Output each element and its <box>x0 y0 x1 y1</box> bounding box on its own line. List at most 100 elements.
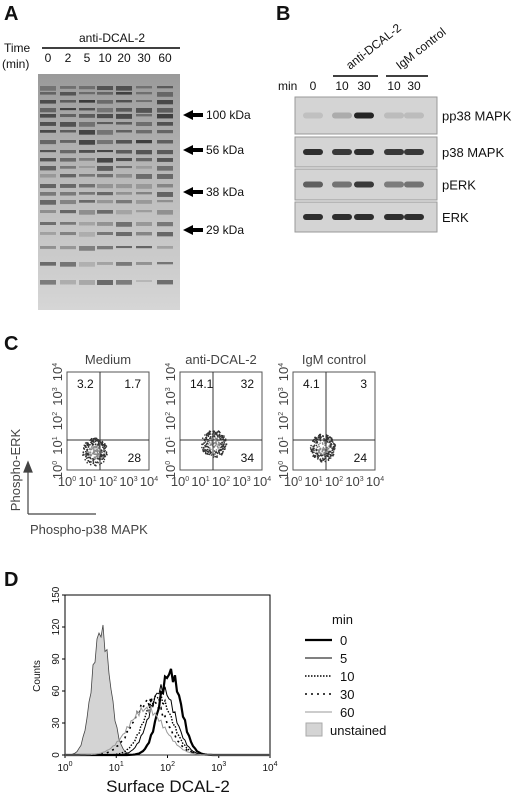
event-dot <box>100 462 103 465</box>
tick-exponent: 1 <box>319 476 323 483</box>
event-dot <box>315 444 318 447</box>
event-dot <box>201 443 204 446</box>
event-dot <box>101 458 104 461</box>
tick-label: 102 <box>325 474 343 489</box>
tick-label: 100 <box>50 461 65 479</box>
band <box>136 222 152 226</box>
plot-frame <box>179 371 263 471</box>
event-dot <box>328 445 330 447</box>
tick-exponent: 1 <box>93 476 97 483</box>
lane-label: 0 <box>310 79 317 93</box>
tick-base: 10 <box>276 465 291 479</box>
tick-label: 103 <box>211 761 226 774</box>
event-dot <box>95 464 97 467</box>
tick-exponent: 4 <box>154 476 158 483</box>
event-dot <box>312 440 314 442</box>
tick-label: 101 <box>109 761 124 774</box>
legend-label: 30 <box>340 687 354 702</box>
event-dot <box>312 445 314 448</box>
event-dot <box>323 447 325 450</box>
treatment-label: anti-DCAL-2 <box>79 31 145 45</box>
event-dot <box>220 454 223 456</box>
event-dot <box>103 450 106 453</box>
band <box>157 262 173 265</box>
event-dot <box>221 436 224 439</box>
event-dot <box>202 450 205 453</box>
band <box>354 181 374 188</box>
event-dot <box>216 445 219 448</box>
band <box>116 200 132 204</box>
event-dot <box>214 455 216 458</box>
event-dot <box>225 443 228 445</box>
band <box>136 246 152 249</box>
event-dot <box>86 457 88 460</box>
tick-base: 10 <box>163 391 178 405</box>
tick-base: 10 <box>163 416 178 430</box>
band <box>40 100 56 104</box>
event-dot <box>216 433 218 436</box>
band <box>97 210 113 214</box>
lane-label: 5 <box>84 51 91 65</box>
event-dot <box>217 436 219 438</box>
tick-base: 10 <box>345 474 359 489</box>
row-label: pp38 MAPK <box>442 109 512 124</box>
band <box>60 200 76 205</box>
event-dot <box>316 446 319 448</box>
event-dot <box>204 452 207 455</box>
event-dot <box>209 436 212 438</box>
event-dot <box>103 458 106 461</box>
event-dot <box>322 448 324 450</box>
tick-label: 103 <box>232 474 250 489</box>
band <box>116 150 132 154</box>
event-dot <box>88 451 90 453</box>
event-dot <box>321 449 324 452</box>
tick-label: 90 <box>51 653 62 665</box>
event-dot <box>84 450 87 453</box>
event-dot <box>330 451 332 453</box>
event-dot <box>104 443 106 445</box>
band <box>60 184 76 188</box>
band <box>332 149 352 155</box>
band <box>97 122 113 125</box>
band <box>79 92 95 95</box>
legend-label: 0 <box>340 633 347 648</box>
band <box>97 262 113 265</box>
event-dot <box>319 452 322 455</box>
tick-base: 10 <box>140 474 154 489</box>
band <box>157 86 173 89</box>
marker-arrow <box>183 225 203 235</box>
lane-label: 10 <box>387 79 401 93</box>
event-dot <box>316 455 319 458</box>
event-dot <box>218 433 221 436</box>
event-dot <box>213 430 216 433</box>
event-dot <box>86 448 89 451</box>
event-dot <box>317 443 320 446</box>
band <box>116 122 132 125</box>
band <box>60 262 76 267</box>
tick-label: 100 <box>57 761 72 774</box>
tick-exponent: 3 <box>52 387 59 391</box>
band <box>79 174 95 177</box>
band <box>79 166 95 169</box>
band <box>384 149 404 155</box>
event-dot <box>82 451 85 454</box>
tick-base: 10 <box>232 474 246 489</box>
event-dot <box>203 442 206 444</box>
event-dot <box>318 436 321 439</box>
event-dot <box>87 454 90 456</box>
event-dot <box>223 436 225 439</box>
band <box>40 184 56 189</box>
min-label: min <box>278 79 297 93</box>
event-dot <box>213 434 216 436</box>
legend-label: unstained <box>330 723 386 738</box>
band <box>404 149 424 155</box>
lane-label: 2 <box>65 51 72 65</box>
marker-label: 29 kDa <box>206 223 244 237</box>
plot-title: Medium <box>85 352 131 367</box>
band <box>60 280 76 285</box>
band <box>157 280 173 285</box>
row-label: pERK <box>442 178 476 193</box>
event-dot <box>201 437 204 440</box>
event-dot <box>222 450 224 453</box>
